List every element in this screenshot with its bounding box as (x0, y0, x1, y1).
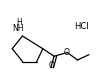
Text: NH: NH (12, 24, 24, 33)
Text: O: O (49, 61, 54, 70)
Text: H: H (16, 18, 22, 27)
Text: O: O (64, 48, 70, 57)
Text: HCl: HCl (74, 22, 89, 31)
